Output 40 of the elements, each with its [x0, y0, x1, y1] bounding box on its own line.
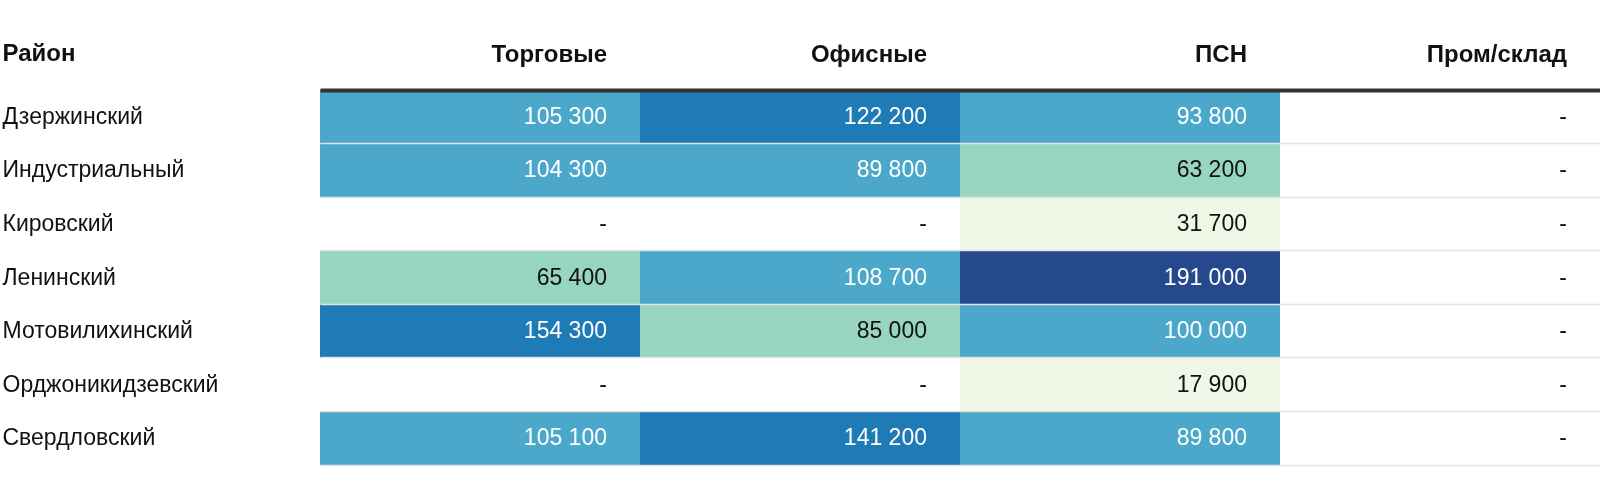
y-tick-label: Индустриальный	[2, 156, 185, 183]
data-label: 89 800	[1176, 424, 1247, 451]
y-tick-label: Орджоникидзевский	[2, 370, 219, 397]
y-tick-label: Свердловский	[2, 424, 156, 451]
text: -	[919, 209, 927, 236]
text: -	[1559, 209, 1567, 236]
text: -	[1559, 102, 1567, 129]
data-label: 105 300	[523, 102, 607, 129]
x-tick-label: Офисные	[810, 39, 927, 67]
data-label: 100 000	[1163, 317, 1247, 344]
data-label: 141 200	[843, 424, 927, 451]
data-label: 93 800	[1176, 102, 1247, 129]
x-tick-label: ПСН	[1195, 39, 1247, 67]
y-axis-title: Район	[2, 38, 76, 66]
y-tick-label: Кировский	[2, 209, 114, 236]
data-label: 105 100	[523, 424, 607, 451]
y-tick-label: Мотовилихинский	[2, 317, 193, 344]
data-label: 191 000	[1163, 263, 1247, 290]
data-label: 108 700	[843, 263, 927, 290]
data-label: 63 200	[1176, 156, 1247, 183]
text: -	[1559, 156, 1567, 183]
data-label: 104 300	[523, 156, 607, 183]
x-tick-label: Пром/склад	[1426, 39, 1567, 67]
text: -	[599, 209, 607, 236]
data-label: 89 800	[856, 156, 927, 183]
y-tick-label: Ленинский	[2, 263, 116, 290]
text: -	[919, 370, 927, 397]
data-label: 85 000	[856, 317, 927, 344]
text: -	[1559, 424, 1567, 451]
text: -	[1559, 317, 1567, 344]
data-label: 17 900	[1176, 370, 1247, 397]
x-tick-label: Торговые	[491, 39, 607, 67]
text: -	[1559, 263, 1567, 290]
y-tick-label: Дзержинский	[2, 102, 143, 129]
data-label: 154 300	[523, 317, 607, 344]
data-label: 65 400	[536, 263, 607, 290]
data-label: 122 200	[843, 102, 927, 129]
text: -	[1559, 370, 1567, 397]
text: -	[599, 370, 607, 397]
data-label: 31 700	[1176, 209, 1247, 236]
